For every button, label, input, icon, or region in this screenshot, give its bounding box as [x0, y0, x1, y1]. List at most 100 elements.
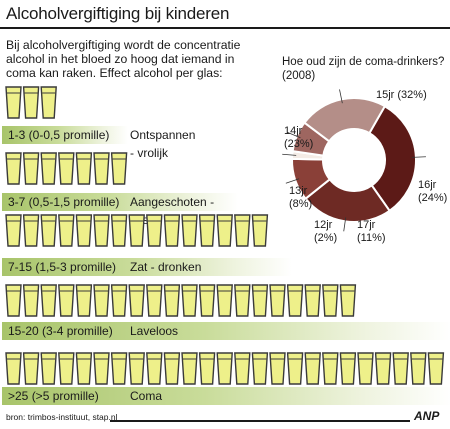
beer-glass-icon	[5, 352, 22, 385]
beer-glass-icon	[269, 284, 286, 317]
beer-glass-icon	[216, 214, 233, 247]
pie-label-17jr: 17jr (11%)	[357, 219, 386, 244]
promille-range-label: 7-15 (1,5-3 promille)	[8, 260, 117, 274]
beer-glass-icon	[304, 284, 321, 317]
glass-row	[5, 214, 269, 247]
beer-glass-icon	[198, 214, 216, 247]
leader-line	[282, 153, 297, 156]
effect-label: Coma	[130, 389, 163, 403]
leader-line	[285, 178, 300, 184]
beer-glass-icon	[322, 284, 339, 317]
beer-glass-icon	[146, 214, 163, 247]
beer-glass-icon	[58, 284, 75, 317]
beer-glass-icon	[128, 284, 145, 317]
beer-glass-icon	[110, 214, 128, 247]
anp-logo: ANP	[414, 409, 440, 423]
pie-label-12jr: 12jr (2%)	[314, 219, 337, 244]
beer-glass-icon	[40, 86, 57, 119]
beer-glass-icon	[234, 214, 251, 247]
beer-glass-icon	[22, 214, 40, 247]
beer-glass-icon	[93, 352, 110, 385]
beer-glass-icon	[75, 152, 93, 185]
beer-glass-icon	[146, 352, 163, 385]
beer-glass-icon	[58, 214, 75, 247]
beer-glass-icon	[22, 86, 40, 119]
beer-glass-icon	[40, 152, 57, 185]
beer-glass-icon	[110, 284, 128, 317]
beer-glass-icon	[110, 352, 128, 385]
beer-glass-icon	[234, 352, 251, 385]
page-title: Alcoholvergiftiging bij kinderen	[6, 4, 230, 23]
beer-glass-icon	[251, 352, 269, 385]
promille-range-label: 15-20 (3-4 promille)	[8, 324, 113, 338]
glass-row	[5, 352, 445, 385]
beer-glass-icon	[40, 284, 57, 317]
beer-glass-icon	[216, 352, 233, 385]
bottom-divider	[110, 420, 410, 422]
beer-glass-icon	[392, 352, 409, 385]
effect-band: >25 (>5 promille) Coma	[2, 387, 450, 405]
beer-glass-icon	[181, 284, 198, 317]
pie-label-14jr: 14jr (23%)	[284, 125, 313, 150]
beer-glass-icon	[339, 284, 357, 317]
beer-glass-icon	[93, 152, 110, 185]
beer-glass-icon	[251, 214, 269, 247]
beer-glass-icon	[75, 214, 93, 247]
promille-range-label: >25 (>5 promille)	[8, 389, 99, 403]
leader-line	[287, 131, 301, 139]
glass-row	[5, 284, 357, 317]
beer-glass-icon	[357, 352, 374, 385]
effect-band: 7-15 (1,5-3 promille) Zat - dronken	[2, 258, 292, 276]
beer-glass-icon	[339, 352, 357, 385]
pie-slice-15jr	[368, 104, 417, 213]
promille-range-label: 3-7 (0,5-1,5 promille)	[8, 195, 120, 209]
beer-glass-icon	[58, 152, 75, 185]
pie-slice-14jr	[303, 97, 387, 143]
effect-label: Zat - dronken	[130, 260, 202, 274]
beer-glass-icon	[110, 152, 128, 185]
beer-glass-icon	[22, 352, 40, 385]
leader-line	[339, 89, 343, 104]
beer-glass-icon	[163, 214, 181, 247]
pie-label-13jr: 13jr (8%)	[289, 185, 312, 210]
leader-line	[411, 156, 426, 158]
pie-label-16jr: 16jr (24%)	[418, 179, 447, 204]
beer-glass-icon	[75, 284, 93, 317]
promille-range-label: 1-3 (0-0,5 promille)	[8, 128, 110, 142]
glass-row	[5, 152, 128, 185]
effect-band: 15-20 (3-4 promille) Laveloos	[2, 322, 450, 340]
source-note: bron: trimbos-instituut, stap.nl	[6, 412, 118, 422]
beer-glass-icon	[322, 352, 339, 385]
beer-glass-icon	[181, 214, 198, 247]
beer-glass-icon	[427, 352, 445, 385]
beer-glass-icon	[146, 284, 163, 317]
beer-glass-icon	[22, 152, 40, 185]
beer-glass-icon	[374, 352, 392, 385]
beer-glass-icon	[269, 352, 286, 385]
beer-glass-icon	[286, 352, 304, 385]
effect-band: 3-7 (0,5-1,5 promille)Aangeschoten - tip…	[2, 193, 238, 227]
beer-glass-icon	[410, 352, 427, 385]
beer-glass-icon	[75, 352, 93, 385]
beer-glass-icon	[216, 284, 233, 317]
beer-glass-icon	[128, 352, 145, 385]
beer-glass-icon	[5, 214, 22, 247]
beer-glass-icon	[198, 352, 216, 385]
effect-label: Ontspannen - vrolijk	[130, 128, 196, 160]
beer-glass-icon	[5, 284, 22, 317]
title-divider	[0, 27, 450, 29]
effect-label: Laveloos	[130, 324, 179, 338]
pie-label-15jr: 15jr (32%)	[376, 89, 427, 101]
beer-glass-icon	[58, 352, 75, 385]
beer-glass-icon	[5, 152, 22, 185]
beer-glass-icon	[93, 284, 110, 317]
beer-glass-icon	[22, 284, 40, 317]
effect-band: 1-3 (0-0,5 promille) Ontspannen - vrolijk	[2, 126, 195, 160]
beer-glass-icon	[181, 352, 198, 385]
beer-glass-icon	[5, 86, 22, 119]
glass-row	[5, 86, 57, 119]
beer-glass-icon	[163, 284, 181, 317]
beer-glass-icon	[251, 284, 269, 317]
intro-text: Bij alcoholvergiftiging wordt de concent…	[6, 38, 241, 80]
